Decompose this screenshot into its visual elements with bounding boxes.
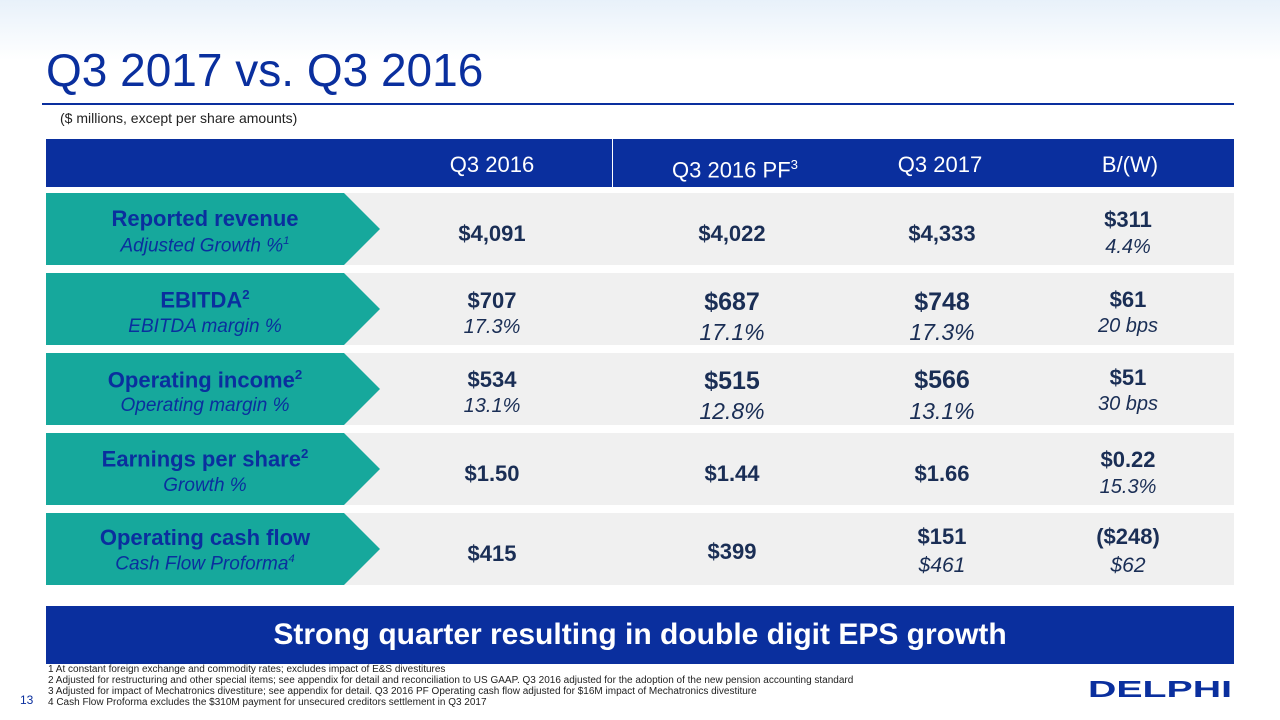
row-sublabel-ebitda-margin: EBITDA margin % [128,316,282,337]
ebitda-margin-q3-2016-pf: 17.1% [699,319,765,345]
row-label-arrow: Operating income2 Operating margin % [46,353,380,425]
teal-arrow-shape [46,193,380,265]
eps-bw-growth: 15.3% [1099,476,1157,498]
revenue-bw-growth: 4.4% [1105,236,1151,258]
revenue-q3-2017: $4,333 [908,221,976,246]
row-sublabel-growth: Growth % [163,475,247,496]
row-label-arrow: Earnings per share2 Growth % [46,433,380,505]
footnote: 4 Cash Flow Proforma excludes the $310M … [48,697,487,708]
ocf-q3-2017: $151 [917,524,967,549]
row-sublabel-cash-flow-proforma: Cash Flow Proforma4 [115,553,295,575]
teal-arrow-shape [46,433,380,505]
ocf-q3-2016: $415 [467,541,517,566]
footnote: 1 At constant foreign exchange and commo… [48,664,446,675]
summary-banner: Strong quarter resulting in double digit… [46,606,1234,664]
ebitda-q3-2016: $707 [467,288,517,313]
ebitda-margin-q3-2017: 17.3% [909,319,975,345]
row-label-arrow: Operating cash flow Cash Flow Proforma4 [46,513,380,585]
teal-arrow-shape [46,353,380,425]
revenue-bw: $311 [1104,207,1152,232]
teal-arrow-shape [46,513,380,585]
col-header-bw: B/(W) [1101,152,1159,177]
logo-wordmark: DELPHI [1088,676,1232,700]
row-label-arrow: Reported revenue Adjusted Growth %1 [46,193,380,265]
ebitda-margin-bw: 20 bps [1097,315,1159,337]
opinc-q3-2016: $534 [467,367,517,392]
revenue-q3-2016-pf: $4,022 [698,221,766,246]
opmargin-bw: 30 bps [1097,393,1159,415]
row-label-operating-cash-flow: Operating cash flow [99,525,311,550]
ocf-q3-2016-pf: $399 [707,539,757,564]
footnote: 3 Adjusted for impact of Mechatronics di… [48,686,757,697]
col-header-q3-2016: Q3 2016 [449,152,535,177]
row-label-eps: Earnings per share2 [101,446,309,472]
eps-q3-2016-pf: $1.44 [704,461,760,486]
header-divider [612,139,613,187]
title-rule [42,103,1234,105]
ebitda-q3-2016-pf: $687 [704,288,760,316]
page-subtitle: ($ millions, except per share amounts) [60,110,298,126]
ebitda-q3-2017: $748 [914,288,970,316]
ocf-proforma-bw: $62 [1110,554,1146,577]
row-label-arrow: EBITDA2 EBITDA margin % [46,273,380,345]
opmargin-q3-2017: 13.1% [909,398,975,424]
ebitda-margin-q3-2016: 17.3% [463,316,521,338]
teal-arrow-shape [46,273,380,345]
opmargin-q3-2016-pf: 12.8% [699,398,765,424]
row-sublabel-adjusted-growth: Adjusted Growth %1 [120,235,290,257]
revenue-q3-2016: $4,091 [458,221,526,246]
row-label-operating-income: Operating income2 [107,367,303,393]
ocf-proforma-q3-2017: $461 [918,554,966,577]
page-title: Q3 2017 vs. Q3 2016 [46,44,484,96]
delphi-logo: DELPHI [1088,676,1234,705]
opinc-q3-2016-pf: $515 [704,367,760,395]
row-sublabel-operating-margin: Operating margin % [120,395,290,416]
opmargin-q3-2016: 13.1% [463,395,521,417]
ebitda-bw: $61 [1109,287,1147,312]
row-label-ebitda: EBITDA2 [160,287,250,313]
eps-bw: $0.22 [1100,447,1156,472]
eps-q3-2016: $1.50 [464,461,520,486]
opinc-q3-2017: $566 [914,366,970,394]
ocf-bw: ($248) [1096,524,1160,549]
footnote: 2 Adjusted for restructuring and other s… [48,675,854,686]
opinc-bw: $51 [1109,365,1147,390]
page-number: 13 [20,693,34,707]
row-label-revenue: Reported revenue [111,206,299,231]
eps-q3-2017: $1.66 [914,461,970,486]
col-header-q3-2016-pf: Q3 2016 PF3 [672,157,798,183]
col-header-q3-2017: Q3 2017 [897,152,983,177]
table-header [46,139,1234,187]
